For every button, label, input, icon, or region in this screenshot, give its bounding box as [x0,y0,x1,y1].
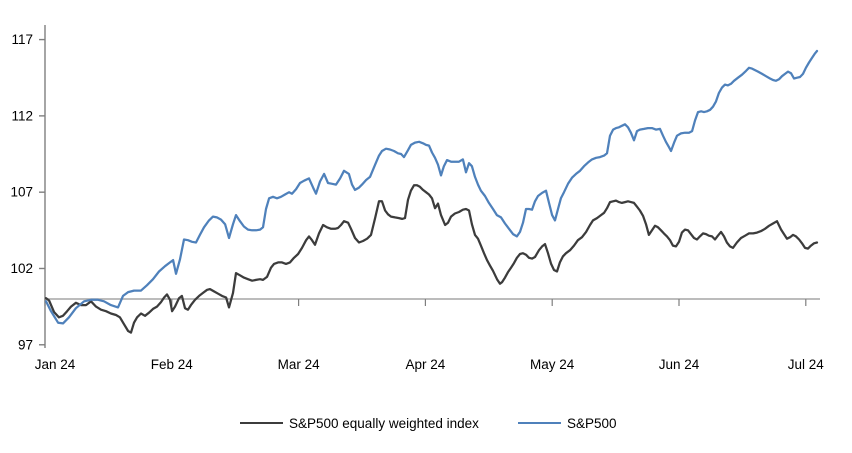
legend-line-swatch [240,422,283,424]
x-tick-label: May 24 [530,357,575,372]
legend-item-sp500: S&P500 [518,414,617,432]
legend-label: S&P500 equally weighted index [289,415,479,431]
x-tick-label: Apr 24 [406,357,446,372]
x-tick-label: Mar 24 [278,357,321,372]
legend-item-equal-weight: S&P500 equally weighted index [240,414,479,432]
y-tick-label: 102 [10,261,33,276]
x-tick-label: Feb 24 [151,357,194,372]
legend-label: S&P500 [567,415,617,431]
y-axis: 97 102 107 112 117 [10,25,46,352]
y-tick-label: 112 [11,108,33,123]
y-tick-label: 107 [10,185,33,200]
legend-line-swatch [518,422,561,424]
y-tick-label: 117 [11,32,33,47]
chart-legend: S&P500 equally weighted index S&P500 [0,414,852,440]
x-tick-label: Jun 24 [659,357,700,372]
series-line-sp500 [44,49,819,325]
x-axis: Jan 24 Feb 24 Mar 24 Apr 24 May 24 Jun 24 Jul … [35,299,825,372]
x-tick-label: Jul 24 [788,357,825,372]
series-lines [44,49,819,334]
y-tick-label: 97 [18,337,33,352]
x-tick-label: Jan 24 [35,357,76,372]
series-line-equal-weight [44,184,819,334]
